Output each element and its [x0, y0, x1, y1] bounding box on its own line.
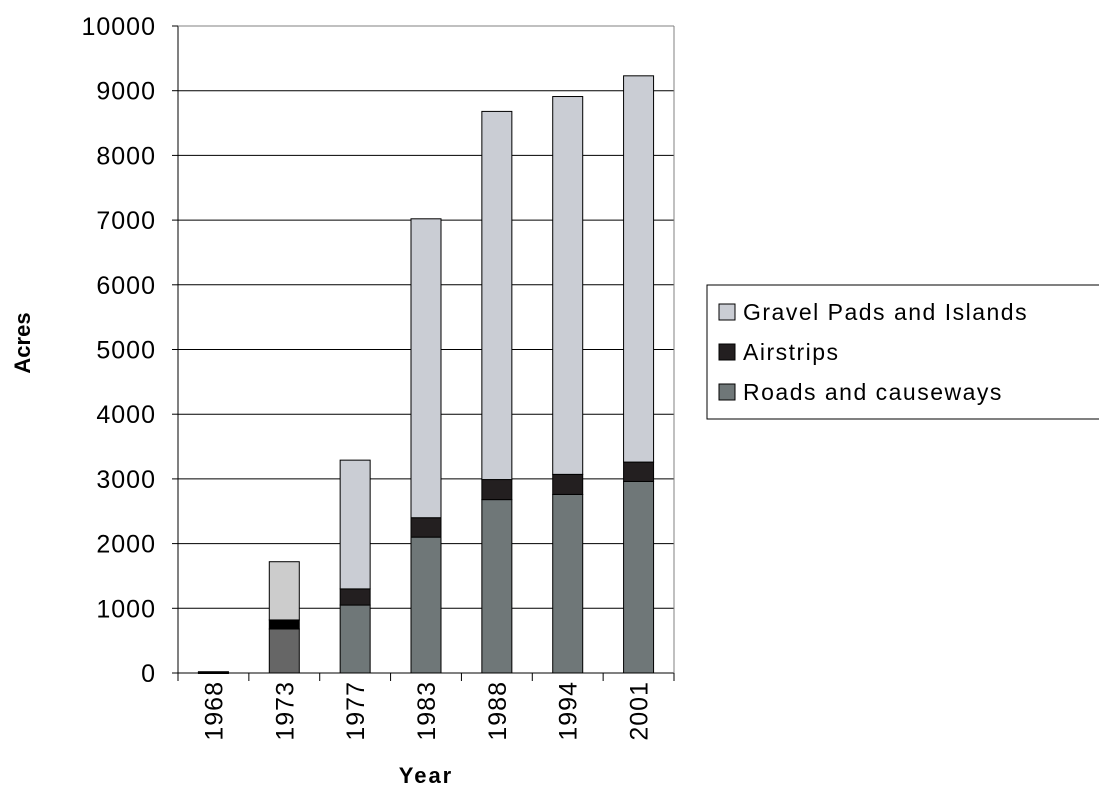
legend-label: Gravel Pads and Islands [743, 299, 1028, 325]
bar-segment [623, 480, 655, 674]
bar-segment [410, 536, 442, 674]
x-tick-label: 1977 [342, 681, 370, 741]
bar-segment [623, 75, 655, 463]
bar-segment [623, 461, 655, 482]
legend-label: Roads and causeways [743, 379, 1003, 405]
x-tick-label: 2001 [626, 681, 654, 741]
y-tick-label: 10000 [81, 13, 156, 41]
legend-swatch [718, 383, 736, 401]
x-tick-label: 1973 [271, 681, 299, 741]
bar-segment [410, 218, 442, 519]
y-axis-title: Acres [10, 312, 35, 373]
bars [197, 75, 655, 674]
bar-segment [268, 561, 300, 621]
bar-segment [268, 619, 300, 630]
legend-swatch [718, 343, 736, 361]
bar-segment [481, 499, 513, 674]
legend-label: Airstrips [743, 339, 840, 365]
x-axis-title: Year [399, 763, 454, 788]
legend-swatch [718, 303, 736, 321]
x-tick-labels: 1968 1973 1977 1983 1988 1994 2001 [200, 681, 653, 741]
y-tick-label: 0 [141, 660, 156, 688]
x-tick-label: 1994 [555, 681, 583, 741]
bar-segment [339, 588, 371, 606]
x-tick-label: 1983 [413, 681, 441, 741]
legend-box [706, 284, 1099, 420]
bar-segment [197, 671, 229, 673]
bar-segment [552, 96, 584, 475]
legend: Gravel Pads and Islands Airstrips Roads an… [706, 284, 1099, 420]
y-tick-labels: 0 1000 2000 3000 4000 5000 6000 7000 8000 9000 100… [81, 13, 156, 688]
bar-segment [339, 459, 371, 590]
bar-segment [552, 473, 584, 495]
bar-segment [552, 493, 584, 674]
y-tick-label: 3000 [96, 466, 156, 494]
y-tick-label: 1000 [96, 595, 156, 623]
y-tick-label: 9000 [96, 78, 156, 106]
y-tick-label: 5000 [96, 337, 156, 365]
bar-segment [410, 517, 442, 538]
axes [172, 25, 675, 681]
bar-segment [481, 110, 513, 481]
bar-segment [268, 628, 300, 674]
y-tick-label: 2000 [96, 531, 156, 559]
y-tick-label: 4000 [96, 401, 156, 429]
x-tick-label: 1988 [484, 681, 512, 741]
y-tick-label: 6000 [96, 272, 156, 300]
y-tick-label: 8000 [96, 142, 156, 170]
bar-segment [481, 479, 513, 501]
bar-segment [339, 604, 371, 674]
x-tick-label: 1968 [200, 681, 228, 741]
y-tick-label: 7000 [96, 207, 156, 235]
